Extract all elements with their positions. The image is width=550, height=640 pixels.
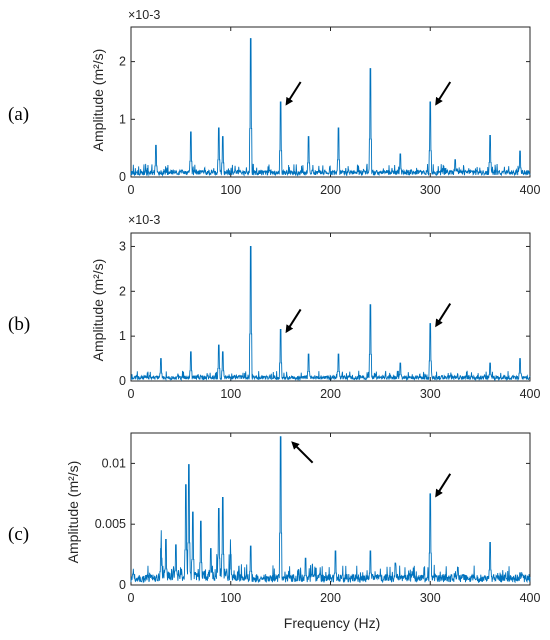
annotation-arrow <box>285 308 302 334</box>
axes-box <box>130 232 531 382</box>
panel-a-axes: 0 100 200 300 400 0 1 2 <box>119 26 541 197</box>
x-tick-label: 0 <box>128 183 135 197</box>
annotation-arrow <box>435 473 452 498</box>
y-tick-label: 0.01 <box>102 456 126 470</box>
panel-a: (a) Amplitude (m²/s) ×10-3 0 100 200 300 400… <box>8 8 540 197</box>
x-tick-label: 0 <box>128 591 135 605</box>
annotation-arrow <box>291 441 314 464</box>
panel-c-y-axis-label: Amplitude (m²/s) <box>65 461 81 564</box>
axes-box <box>130 26 531 178</box>
panel-b-axes: 0 100 200 300 400 0 1 2 3 <box>119 232 541 401</box>
annotation-arrow <box>435 303 452 328</box>
annotation-arrow <box>435 81 452 106</box>
x-tick-label: 100 <box>220 183 241 197</box>
y-tick-label: 0.005 <box>95 517 126 531</box>
x-tick-label: 0 <box>128 387 135 401</box>
y-tick-label: 3 <box>119 239 126 253</box>
panel-c-arrows <box>291 441 452 498</box>
x-tick-label: 100 <box>220 591 241 605</box>
x-tick-label: 100 <box>220 387 241 401</box>
panel-b: (b) Amplitude (m²/s) ×10-3 0 100 200 300 400… <box>8 213 540 401</box>
panel-a-arrows <box>285 81 452 106</box>
y-tick-label: 0 <box>119 170 126 184</box>
annotation-arrow <box>285 81 302 106</box>
spectrum-line <box>130 38 531 177</box>
panel-a-y-axis-label: Amplitude (m²/s) <box>90 49 106 152</box>
x-tick-label: 300 <box>420 591 441 605</box>
x-axis-label: Frequency (Hz) <box>284 615 380 631</box>
spectrum-line <box>130 246 531 382</box>
y-tick-label: 2 <box>119 55 126 69</box>
y-tick-label: 2 <box>119 284 126 298</box>
y-tick-label: 0 <box>119 374 126 388</box>
x-tick-label: 300 <box>420 387 441 401</box>
x-tick-label: 400 <box>520 183 541 197</box>
y-tick-label: 0 <box>119 578 126 592</box>
y-tick-label: 1 <box>119 329 126 343</box>
x-tick-label: 300 <box>420 183 441 197</box>
panel-c: (c) Amplitude (m²/s) 0 100 200 300 400 0 0.005… <box>8 432 541 605</box>
panel-a-label: (a) <box>8 104 29 125</box>
y-tick-label: 1 <box>119 112 126 126</box>
x-tick-label: 200 <box>320 591 341 605</box>
x-tick-label: 400 <box>520 591 541 605</box>
axes-box <box>130 432 531 586</box>
panel-b-plot <box>130 246 531 382</box>
panel-a-y-multiplier: ×10-3 <box>128 8 160 22</box>
panel-b-label: (b) <box>8 314 30 335</box>
spectrum-line <box>130 436 531 584</box>
x-tick-label: 200 <box>320 183 341 197</box>
panel-c-plot <box>130 436 531 584</box>
x-tick-label: 400 <box>520 387 541 401</box>
panel-c-label: (c) <box>8 524 29 545</box>
panel-c-axes: 0 100 200 300 400 0 0.005 0.01 <box>95 432 541 605</box>
panel-b-y-axis-label: Amplitude (m²/s) <box>90 259 106 362</box>
panel-b-y-multiplier: ×10-3 <box>128 213 160 227</box>
panel-b-arrows <box>285 303 452 334</box>
x-tick-label: 200 <box>320 387 341 401</box>
panel-a-plot <box>130 38 531 177</box>
